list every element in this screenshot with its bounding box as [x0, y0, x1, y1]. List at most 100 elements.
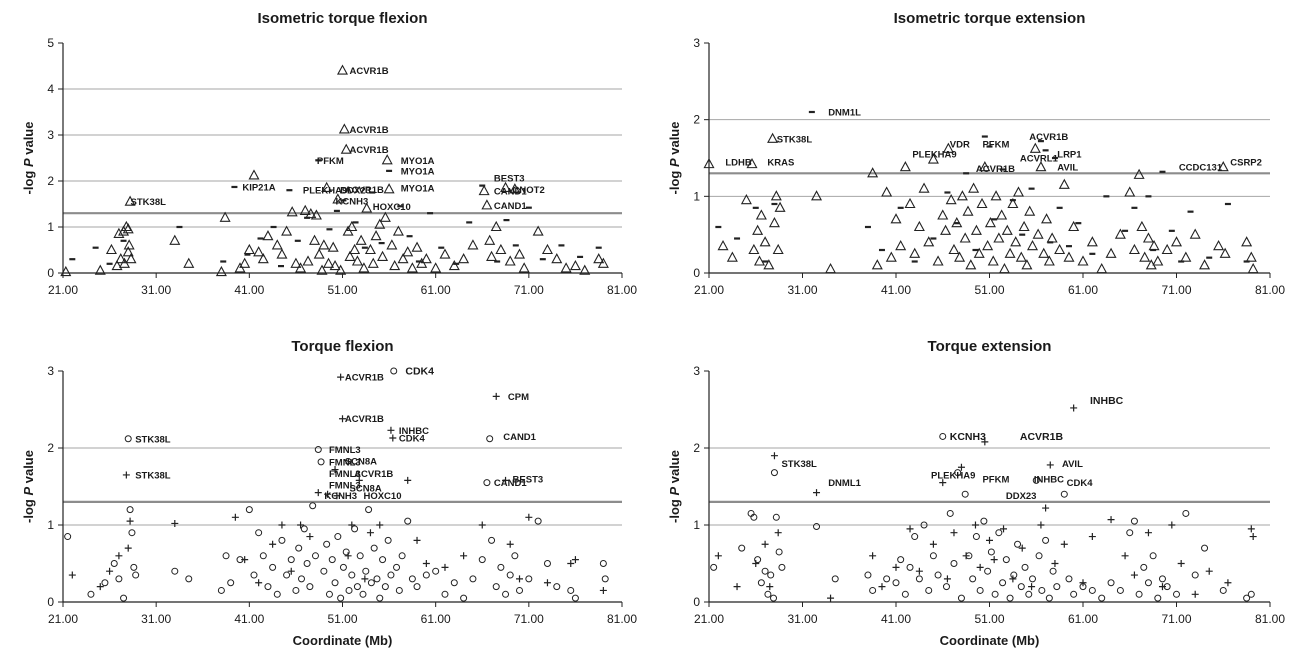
data-point-circle — [348, 571, 356, 579]
y-tick-label: 4 — [47, 82, 54, 96]
data-point-triangle — [1245, 251, 1257, 262]
data-point-circle — [1219, 586, 1227, 594]
data-point-triangle — [495, 243, 507, 255]
y-tick-label: 3 — [693, 364, 700, 378]
data-point-triangle — [979, 161, 991, 172]
data-point-cross — [413, 536, 421, 544]
data-point-circle — [543, 560, 551, 567]
data-point-triangle — [579, 264, 591, 275]
data-point-cross — [502, 476, 510, 484]
y-tick-label: 1 — [693, 189, 700, 203]
y-axis-label-part: value — [667, 122, 682, 159]
data-point-circle — [1107, 579, 1115, 587]
gene-label: MYO1A — [401, 156, 435, 167]
data-point-triangle — [367, 257, 379, 268]
data-point-triangle — [123, 239, 135, 250]
data-point-triangle — [458, 253, 470, 264]
y-tick-label: 1 — [693, 518, 700, 532]
data-point-circle — [1144, 579, 1152, 587]
gene-label: MYO1A — [401, 183, 435, 194]
data-point-triangle — [290, 257, 302, 268]
data-point-triangle — [976, 197, 988, 209]
data-point-triangle — [518, 262, 530, 273]
data-point-circle — [387, 571, 395, 579]
data-point-cross — [571, 556, 579, 564]
data-point-triangle — [286, 206, 298, 217]
data-point-triangle — [1152, 255, 1164, 266]
data-point-triangle — [867, 167, 879, 178]
data-point-circle — [432, 567, 440, 575]
data-point-circle — [1182, 509, 1190, 517]
data-point-triangle — [1029, 142, 1041, 153]
data-point-triangle — [302, 255, 314, 266]
data-point-cross — [344, 552, 352, 560]
x-tick-label: 41.00 — [881, 283, 911, 297]
data-point-cross — [478, 521, 486, 529]
data-point-circle — [1158, 575, 1166, 583]
data-point-cross — [892, 563, 900, 571]
data-point-cross — [387, 426, 395, 434]
data-point-cross — [1046, 461, 1054, 469]
data-point-circle — [64, 533, 72, 541]
data-point-cross — [306, 533, 314, 541]
data-point-cross — [376, 521, 384, 529]
gene-label: ACVR1B — [350, 145, 389, 156]
data-point-circle — [1010, 571, 1018, 579]
data-point-cross — [314, 489, 322, 497]
data-point-circle — [342, 548, 350, 556]
data-point-cross — [1247, 525, 1255, 533]
data-point-circle — [351, 525, 359, 533]
data-point-cross — [774, 529, 782, 537]
data-point-triangle — [386, 239, 398, 250]
data-point-triangle — [239, 257, 251, 268]
data-point-cross — [269, 540, 277, 548]
data-point-triangle — [1114, 228, 1126, 239]
panel-isometric-torque-flexion: Isometric torque flexion -log P value 0 1 2 3… — [21, 10, 637, 297]
data-point-cross — [1088, 533, 1096, 541]
x-tick-label: 41.00 — [234, 283, 264, 297]
x-axis-label: Coordinate (Mb) — [940, 633, 1040, 648]
data-point-circle — [1201, 544, 1209, 552]
data-point-circle — [110, 560, 118, 567]
data-point-triangle — [1007, 197, 1019, 209]
data-point-circle — [384, 536, 392, 544]
y-axis-label-part: P — [667, 487, 682, 496]
data-point-triangle — [1035, 161, 1047, 172]
data-point-cross — [348, 521, 356, 529]
y-tick-label: 3 — [47, 364, 54, 378]
data-point-cross — [1028, 583, 1036, 591]
data-point-triangle — [248, 169, 260, 180]
x-tick-label: 21.00 — [48, 283, 78, 297]
data-point-cross — [827, 594, 835, 602]
gene-label: FMNL3 — [329, 480, 361, 491]
data-point-circle — [754, 556, 762, 564]
data-point-triangle — [344, 250, 356, 261]
y-axis-label: -log P value — [667, 450, 682, 523]
data-point-cross — [1070, 404, 1078, 412]
y-axis-label-part: -log — [21, 167, 36, 194]
data-point-triangle — [336, 64, 349, 75]
x-tick-label: 21.00 — [694, 283, 724, 297]
data-point-circle — [492, 583, 500, 591]
gene-label: ACVRL1 — [1020, 154, 1059, 165]
data-point-triangle — [481, 199, 493, 210]
x-tick-label: 51.00 — [974, 283, 1004, 297]
y-tick-label: 2 — [47, 441, 54, 455]
data-point-circle — [306, 583, 314, 591]
data-point-cross — [278, 521, 286, 529]
data-point-circle — [911, 533, 919, 541]
data-point-circle — [87, 590, 95, 598]
panel-torque-flexion: Torque flexion -log P value Coordinate (Mb… — [21, 338, 637, 648]
data-point-circle — [571, 594, 579, 602]
data-point-cross — [1051, 560, 1059, 567]
data-point-triangle — [94, 264, 106, 275]
data-point-cross — [231, 513, 239, 521]
data-point-triangle — [379, 211, 391, 222]
gene-label: DNM1L — [828, 108, 861, 119]
data-point-triangle — [364, 243, 376, 255]
data-point-circle — [901, 590, 909, 598]
x-tick-label: 41.00 — [881, 612, 911, 626]
data-point-circle — [525, 575, 533, 583]
data-point-circle — [325, 590, 333, 598]
data-point-triangle — [770, 190, 782, 201]
